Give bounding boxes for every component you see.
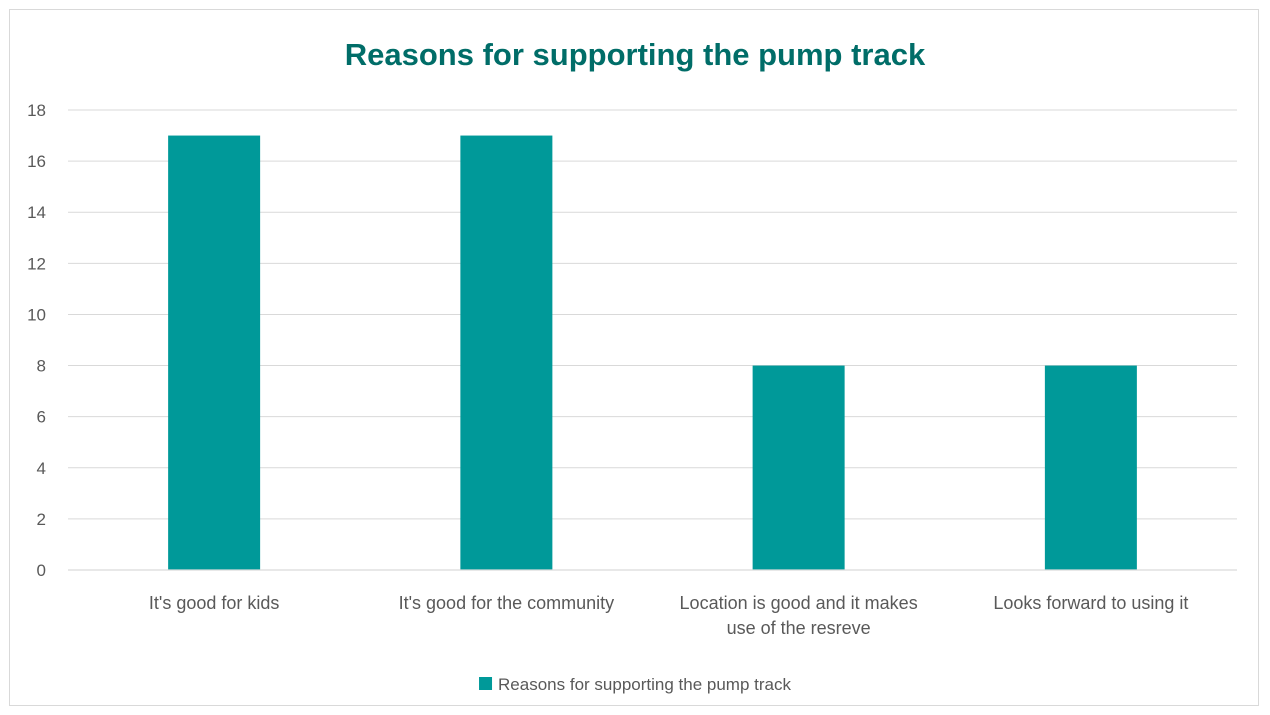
y-tick-label: 14 <box>27 203 46 222</box>
x-category-label: Looks forward to using it <box>993 593 1188 613</box>
y-tick-label: 0 <box>37 561 46 580</box>
bar <box>460 135 553 571</box>
bar <box>168 135 261 571</box>
y-tick-label: 4 <box>37 459 46 478</box>
y-axis-ticks: 0 2 4 6 8 10 12 14 16 18 <box>27 101 46 580</box>
y-tick-label: 6 <box>37 408 46 427</box>
y-tick-label: 16 <box>27 152 46 171</box>
legend: Reasons for supporting the pump track <box>479 675 791 694</box>
legend-swatch <box>479 677 493 690</box>
y-tick-label: 18 <box>27 101 46 120</box>
legend-label: Reasons for supporting the pump track <box>498 675 791 694</box>
bars <box>168 135 1137 571</box>
x-category-label: It's good for the community <box>399 593 615 613</box>
x-category-label: It's good for kids <box>149 593 280 613</box>
y-tick-label: 12 <box>27 254 46 273</box>
chart-title: Reasons for supporting the pump track <box>345 37 926 72</box>
x-category-label: Location is good and it makes <box>680 593 918 613</box>
y-tick-label: 8 <box>37 357 46 376</box>
x-category-label: use of the resreve <box>727 618 871 638</box>
y-tick-label: 2 <box>37 510 46 529</box>
gridlines <box>68 109 1237 520</box>
x-axis-categories: It's good for kids It's good for the comm… <box>149 593 1189 638</box>
bar <box>752 365 845 570</box>
bar <box>1044 365 1137 570</box>
y-tick-label: 10 <box>27 305 46 324</box>
